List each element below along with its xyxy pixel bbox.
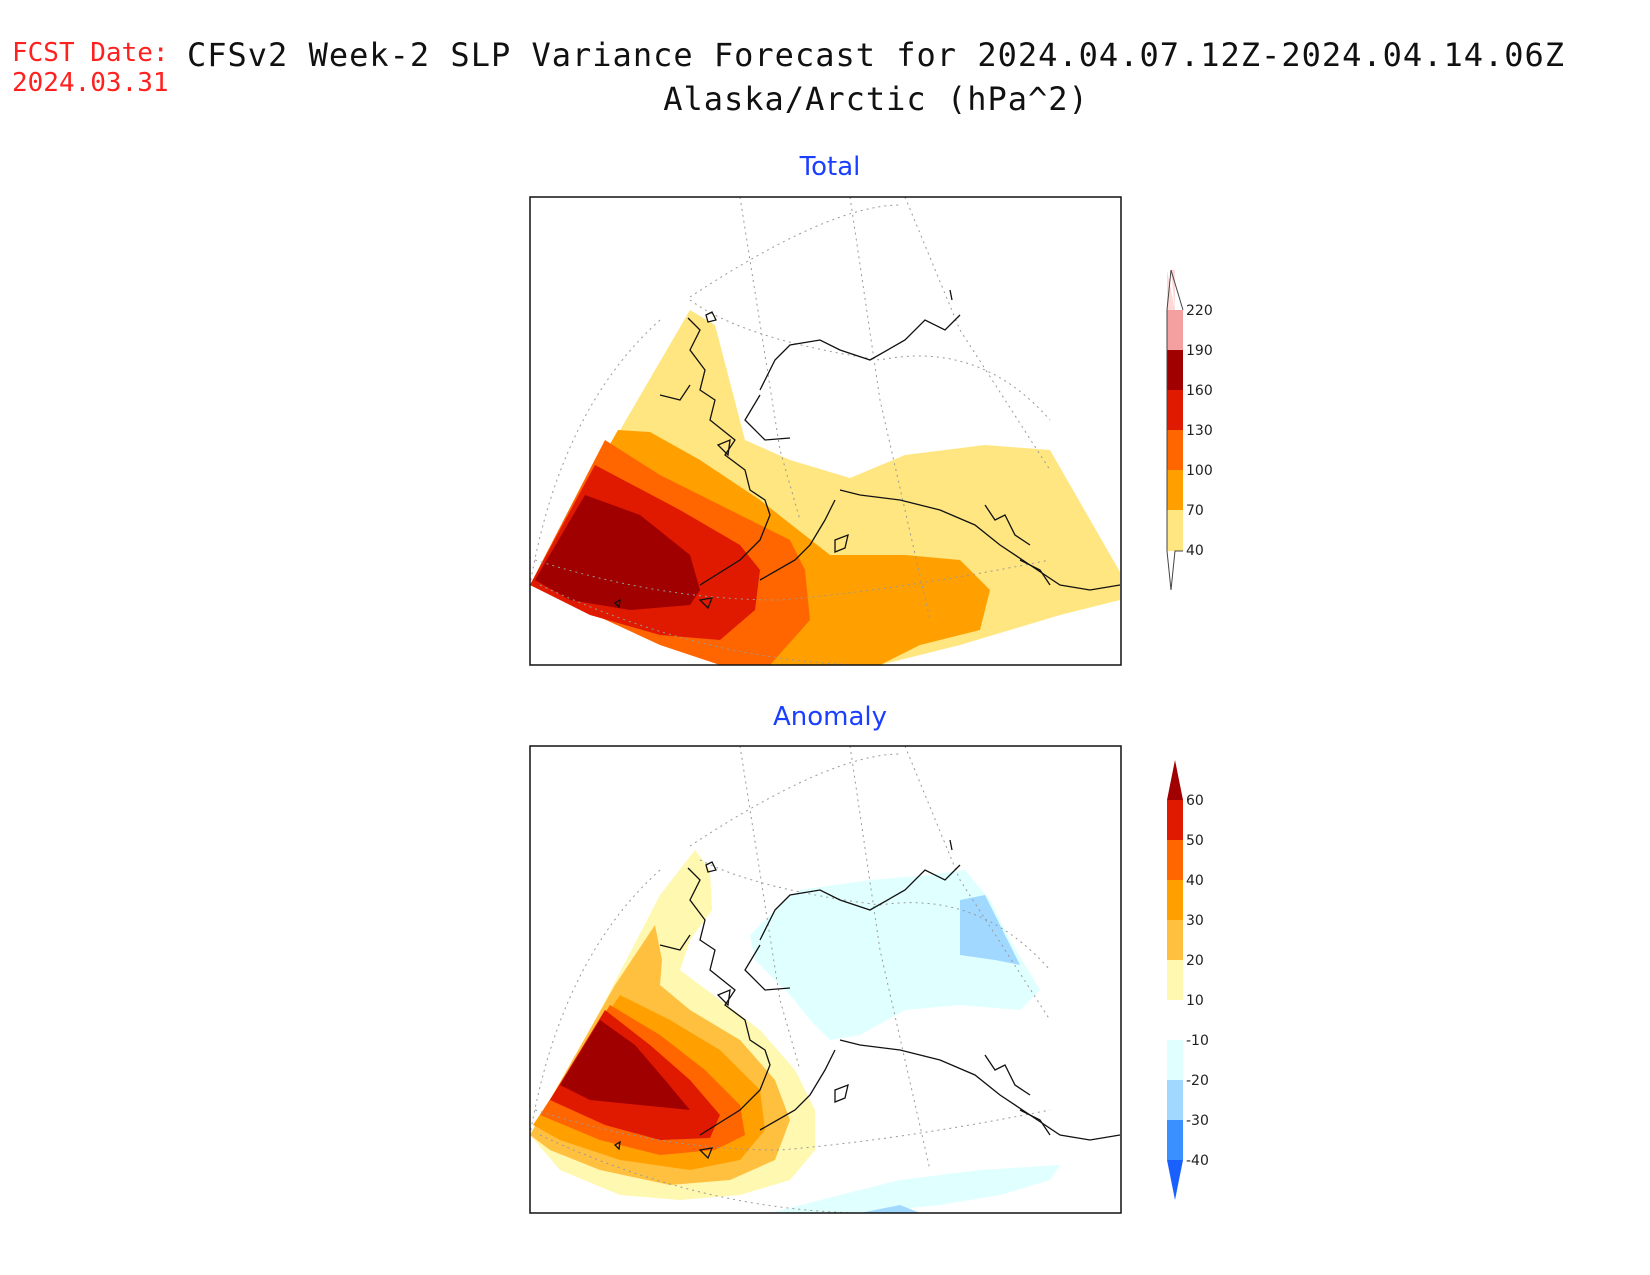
anomaly-colorbar-swatch-11 bbox=[1167, 1160, 1183, 1200]
anomaly-colorbar-swatch-4 bbox=[1167, 880, 1183, 920]
total-colorbar-swatch-7 bbox=[1167, 510, 1183, 551]
anomaly-colorbar-label-7: -10 bbox=[1186, 1033, 1209, 1049]
anomaly-contour-60 bbox=[560, 1020, 690, 1110]
anomaly-contour-neg10-south bbox=[770, 1165, 1060, 1213]
total-graticule bbox=[530, 197, 1051, 665]
map-panel-total: 220 190 160 130 100 70 40 bbox=[529, 196, 1213, 666]
anomaly-colorbar-swatch-5 bbox=[1167, 920, 1183, 960]
map-panel-anomaly: 60 50 40 30 20 10 -10 -20 -30 -40 bbox=[529, 745, 1209, 1214]
anomaly-colorbar-swatch-10 bbox=[1167, 1120, 1183, 1160]
total-colorbar: 220 190 160 130 100 70 40 bbox=[1166, 269, 1213, 591]
anomaly-colorbar-label-4: 30 bbox=[1186, 913, 1204, 929]
total-colorbar-label-3: 160 bbox=[1186, 383, 1213, 399]
total-map-frame bbox=[529, 196, 1122, 666]
total-colorbar-label-4: 130 bbox=[1186, 423, 1213, 439]
total-colorbar-label-7: 40 bbox=[1186, 543, 1204, 559]
anomaly-colorbar-label-8: -20 bbox=[1186, 1073, 1209, 1089]
total-colorbar-swatch-4 bbox=[1167, 390, 1183, 430]
panel-title-anomaly: Anomaly bbox=[772, 702, 888, 732]
anomaly-colorbar-swatch-9 bbox=[1167, 1080, 1183, 1120]
title-line-1: CFSv2 Week-2 SLP Variance Forecast for 2… bbox=[186, 36, 1566, 74]
forecast-date-value: 2024.03.31 bbox=[12, 68, 169, 98]
anomaly-colorbar-label-3: 40 bbox=[1186, 873, 1204, 889]
anomaly-shading bbox=[530, 850, 1060, 1213]
anomaly-colorbar-swatch-7 bbox=[1167, 1000, 1183, 1040]
anomaly-colorbar-swatch-1 bbox=[1167, 760, 1183, 800]
anomaly-map-frame bbox=[529, 745, 1122, 1214]
anomaly-colorbar-label-5: 20 bbox=[1186, 953, 1204, 969]
total-colorbar-swatch-5 bbox=[1167, 430, 1183, 470]
anomaly-graticule bbox=[530, 746, 1051, 1213]
anomaly-colorbar-label-9: -30 bbox=[1186, 1113, 1209, 1129]
anomaly-colorbar-swatch-3 bbox=[1167, 840, 1183, 880]
anomaly-colorbar-swatch-2 bbox=[1167, 800, 1183, 840]
total-coastline bbox=[613, 289, 1121, 610]
anomaly-colorbar-label-2: 50 bbox=[1186, 833, 1204, 849]
page-title: CFSv2 Week-2 SLP Variance Forecast for 2… bbox=[186, 33, 1566, 121]
anomaly-colorbar-label-6: 10 bbox=[1186, 993, 1204, 1009]
anomaly-coastline bbox=[613, 839, 1121, 1160]
total-colorbar-label-1: 220 bbox=[1186, 303, 1213, 319]
total-colorbar-label-2: 190 bbox=[1186, 343, 1213, 359]
anomaly-colorbar-swatch-8 bbox=[1167, 1040, 1183, 1080]
forecast-date-block: FCST Date: 2024.03.31 bbox=[12, 38, 169, 98]
total-colorbar-label-6: 70 bbox=[1186, 503, 1204, 519]
total-colorbar-swatch-3 bbox=[1167, 350, 1183, 390]
title-line-2: Alaska/Arctic (hPa^2) bbox=[663, 80, 1089, 118]
anomaly-colorbar-swatch-6 bbox=[1167, 960, 1183, 1000]
anomaly-contour-neg20 bbox=[960, 895, 1020, 965]
total-contour-160 bbox=[535, 495, 700, 610]
anomaly-contour-neg30 bbox=[860, 1205, 920, 1213]
total-colorbar-swatch-6 bbox=[1167, 470, 1183, 510]
total-shading bbox=[530, 310, 1120, 665]
panel-title-total: Total bbox=[799, 152, 861, 182]
total-colorbar-swatch-2 bbox=[1167, 310, 1183, 350]
total-colorbar-label-5: 100 bbox=[1186, 463, 1213, 479]
anomaly-colorbar: 60 50 40 30 20 10 -10 -20 -30 -40 bbox=[1167, 760, 1209, 1200]
forecast-date-label: FCST Date: bbox=[12, 38, 169, 68]
anomaly-colorbar-label-1: 60 bbox=[1186, 793, 1204, 809]
anomaly-colorbar-label-10: -40 bbox=[1186, 1153, 1209, 1169]
